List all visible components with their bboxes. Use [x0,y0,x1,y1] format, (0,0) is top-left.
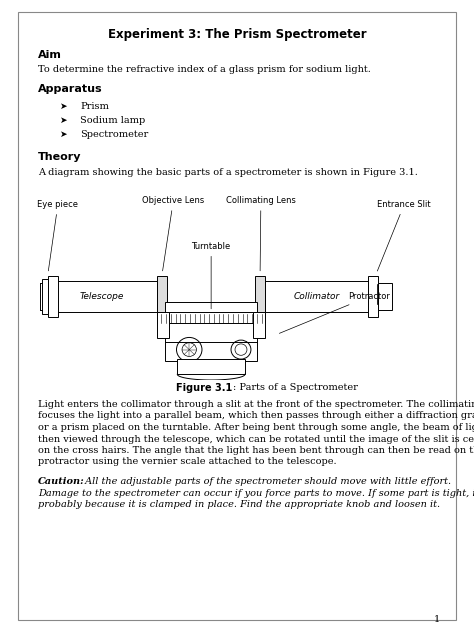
Circle shape [235,344,247,355]
Circle shape [176,337,202,362]
Text: Objective Lens: Objective Lens [142,196,204,271]
Text: Aim: Aim [38,50,62,60]
Bar [54,281,157,312]
Bar [157,312,265,323]
Bar [157,276,167,317]
Bar [165,323,257,361]
Text: Entrance Slit: Entrance Slit [377,200,431,271]
Text: ➤: ➤ [60,130,67,139]
FancyBboxPatch shape [253,312,265,338]
Bar [255,276,265,317]
Text: Protractor: Protractor [279,292,390,333]
Text: protractor using the vernier scale attached to the telescope.: protractor using the vernier scale attac… [38,458,337,466]
Text: on the cross hairs. The angle that the light has been bent through can then be r: on the cross hairs. The angle that the l… [38,446,474,455]
Bar [42,279,48,313]
Text: Caution:: Caution: [38,477,85,486]
Bar [165,302,257,312]
Text: probably because it is clamped in place. Find the appropriate knob and loosen it: probably because it is clamped in place.… [38,500,440,509]
FancyBboxPatch shape [157,312,169,338]
Text: Spectrometer: Spectrometer [80,130,148,139]
Text: To determine the refractive index of a glass prism for sodium light.: To determine the refractive index of a g… [38,65,371,74]
Text: 1: 1 [434,615,440,624]
Text: Prism: Prism [80,102,109,111]
Text: ➤: ➤ [60,102,67,111]
Text: Telescope: Telescope [80,292,124,301]
Text: focuses the light into a parallel beam, which then passes through either a diffr: focuses the light into a parallel beam, … [38,411,474,420]
Text: : Parts of a Spectrometer: : Parts of a Spectrometer [233,383,358,392]
Text: Turntable: Turntable [191,242,231,309]
Circle shape [231,340,251,359]
Circle shape [182,343,196,356]
Text: then viewed through the telescope, which can be rotated until the image of the s: then viewed through the telescope, which… [38,435,474,444]
Text: or a prism placed on the turntable. After being bent through some angle, the bea: or a prism placed on the turntable. Afte… [38,423,474,432]
Bar [265,281,368,312]
Text: Damage to the spectrometer can occur if you force parts to move. If some part is: Damage to the spectrometer can occur if … [38,489,474,497]
Text: A diagram showing the basic parts of a spectrometer is shown in Figure 3.1.: A diagram showing the basic parts of a s… [38,168,418,177]
Text: Collimating Lens: Collimating Lens [226,196,296,271]
Bar [368,276,378,317]
Text: ➤: ➤ [60,116,67,125]
Text: Sodium lamp: Sodium lamp [80,116,145,125]
Text: Light enters the collimator through a slit at the front of the spectrometer. The: Light enters the collimator through a sl… [38,400,474,409]
Text: Eye piece: Eye piece [37,200,78,271]
Bar [48,276,58,317]
Text: Figure 3.1: Figure 3.1 [176,383,232,393]
Bar [378,283,392,310]
Text: All the adjustable parts of the spectrometer should move with little effort.: All the adjustable parts of the spectrom… [82,477,451,486]
Text: Collimator: Collimator [293,292,340,301]
Text: Experiment 3: The Prism Spectrometer: Experiment 3: The Prism Spectrometer [108,28,366,41]
Text: Theory: Theory [38,152,82,162]
Text: Apparatus: Apparatus [38,84,103,94]
Bar [177,359,245,374]
